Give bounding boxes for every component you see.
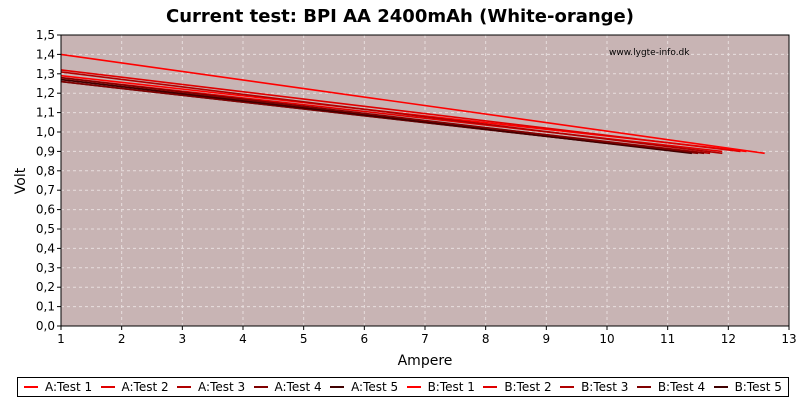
legend-label: B:Test 2 — [504, 380, 552, 394]
watermark: www.lygte-info.dk — [609, 48, 690, 58]
x-axis-label: Ampere — [398, 353, 453, 369]
legend-item: B:Test 2 — [483, 380, 552, 394]
y-tick-label: 0,5 — [36, 222, 55, 236]
x-tick-label: 4 — [239, 332, 247, 346]
y-tick-label: 1,1 — [36, 106, 55, 120]
legend-item: B:Test 5 — [713, 380, 782, 394]
legend-label: B:Test 5 — [734, 380, 782, 394]
axis-ticks: 1 2 3 4 5 6 7 8 9 10 11 12 130,00,10,20,30,40,50,60,… — [36, 28, 797, 346]
x-tick-label: 3 — [179, 332, 187, 346]
y-axis-label: Volt — [13, 167, 29, 194]
legend-swatch — [177, 386, 192, 388]
y-tick-label: 0,1 — [36, 300, 55, 314]
series-line — [60, 76, 705, 155]
legend-swatch — [100, 386, 115, 388]
legend-item: A:Test 2 — [100, 380, 169, 394]
y-tick-label: 0,9 — [36, 144, 55, 158]
legend-item: B:Test 3 — [560, 380, 628, 394]
legend-label: B:Test 4 — [657, 380, 706, 394]
series-line — [60, 69, 741, 153]
legend-item: B:Test 4 — [636, 380, 706, 394]
legend: A:Test 1 A:Test 2 A:Test 3 A:Test 4 A:Test 5… — [17, 377, 789, 397]
y-tick-label: 0,6 — [36, 203, 55, 217]
x-tick-label: 1 — [57, 332, 65, 346]
y-tick-label: 0,7 — [36, 183, 55, 197]
legend-label: B:Test 3 — [581, 380, 629, 394]
legend-swatch — [330, 386, 345, 388]
y-tick-label: 1,0 — [36, 125, 55, 139]
series-line — [60, 71, 723, 155]
legend-item: A:Test 5 — [330, 380, 398, 394]
y-tick-label: 0,3 — [36, 261, 55, 275]
legend-label: A:Test 1 — [45, 380, 93, 394]
legend-label: A:Test 2 — [121, 380, 169, 394]
legend-swatch — [713, 386, 728, 388]
legend-label: A:Test 3 — [198, 380, 246, 394]
x-tick-label: 7 — [421, 332, 429, 346]
y-tick-label: 0,0 — [36, 319, 55, 333]
x-tick-label: 11 — [660, 332, 675, 346]
legend-swatch — [24, 386, 38, 388]
y-tick-label: 1,4 — [36, 47, 55, 61]
legend-label: B:Test 1 — [427, 380, 475, 394]
y-tick-label: 0,4 — [36, 241, 55, 255]
x-tick-label: 10 — [599, 332, 614, 346]
legend-item: B:Test 1 — [406, 380, 475, 394]
plot-border — [60, 34, 790, 327]
legend-item: A:Test 4 — [253, 380, 322, 394]
chart-title: Current test: BPI AA 2400mAh (White-oran… — [166, 6, 634, 27]
series-line — [60, 78, 692, 155]
x-tick-label: 13 — [781, 332, 796, 346]
legend-swatch — [560, 386, 575, 388]
y-tick-label: 1,3 — [36, 67, 55, 81]
y-tick-label: 0,2 — [36, 280, 55, 294]
legend-item: A:Test 3 — [177, 380, 245, 394]
x-tick-label: 8 — [482, 332, 490, 346]
legend-swatch — [406, 386, 421, 388]
series-line — [60, 53, 765, 155]
x-tick-label: 6 — [361, 332, 369, 346]
x-tick-label: 9 — [543, 332, 551, 346]
grid — [61, 35, 789, 326]
legend-label: A:Test 5 — [351, 380, 399, 394]
x-tick-label: 2 — [118, 332, 126, 346]
y-tick-label: 1,2 — [36, 86, 55, 100]
x-tick-label: 12 — [721, 332, 736, 346]
legend-swatch — [636, 386, 651, 388]
x-tick-label: 5 — [300, 332, 308, 346]
legend-swatch — [483, 386, 498, 388]
legend-label: A:Test 4 — [274, 380, 322, 394]
series-lines — [60, 53, 765, 155]
y-tick-label: 0,8 — [36, 164, 55, 178]
legend-item: A:Test 1 — [24, 380, 92, 394]
y-tick-label: 1,5 — [36, 28, 55, 42]
legend-swatch — [253, 386, 268, 388]
